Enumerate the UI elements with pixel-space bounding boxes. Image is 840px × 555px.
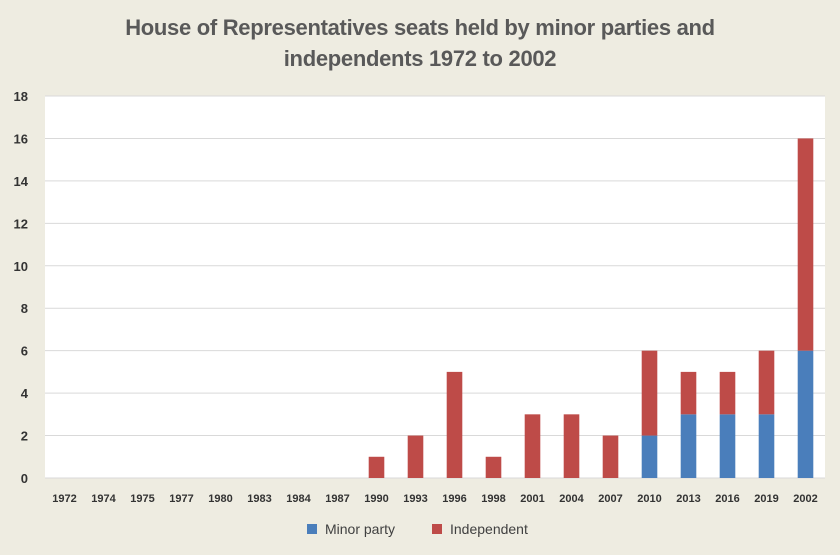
- x-tick-label: 1993: [403, 493, 427, 505]
- bar-independent-1990: [368, 456, 385, 478]
- y-axis-ticks: 0 2 4 6 8 10 12 14 16 18: [14, 89, 29, 486]
- bar-minor-party-2013: [680, 414, 697, 478]
- x-tick-label: 1974: [91, 493, 116, 505]
- x-axis-ticks: 1972 1974 1975 1977 1980 1983 1984 1987 1990 1993…: [52, 493, 817, 505]
- x-tick-label: 1984: [286, 493, 311, 505]
- y-tick-label: 14: [14, 174, 29, 189]
- y-tick-label: 10: [14, 259, 28, 274]
- x-tick-label: 2016: [715, 493, 739, 505]
- bar-independent-2004: [563, 414, 580, 478]
- x-tick-label: 1972: [52, 493, 76, 505]
- x-tick-label: 2002: [793, 493, 817, 505]
- x-tick-label: 2007: [598, 493, 622, 505]
- bar-independent-2013: [680, 371, 697, 415]
- chart-title: House of Representatives seats held by m…: [0, 12, 840, 74]
- bar-minor-party-2019: [758, 414, 775, 478]
- bar-independent-2007: [602, 435, 619, 478]
- x-tick-label: 1977: [169, 493, 193, 505]
- bar-independent-1996: [446, 371, 463, 478]
- bars: [368, 138, 814, 478]
- bar-independent-1993: [407, 435, 424, 478]
- legend-swatch-independent: [432, 524, 442, 534]
- x-tick-label: 2013: [676, 493, 700, 505]
- y-tick-label: 4: [21, 386, 29, 401]
- gridlines: [45, 95, 825, 479]
- y-tick-label: 0: [21, 471, 28, 486]
- x-tick-label: 1998: [481, 493, 505, 505]
- legend: Minor party Independent: [307, 521, 528, 537]
- y-tick-label: 2: [21, 429, 28, 444]
- x-tick-label: 1990: [364, 493, 388, 505]
- chart-title-line-1: House of Representatives seats held by m…: [125, 15, 715, 40]
- bar-independent-2002: [797, 138, 814, 351]
- bar-independent-2019: [758, 350, 775, 415]
- bar-minor-party-2010: [641, 435, 658, 478]
- x-tick-label: 2004: [559, 493, 584, 505]
- y-tick-label: 6: [21, 344, 28, 359]
- bar-independent-2001: [524, 414, 541, 478]
- x-tick-label: 1980: [208, 493, 232, 505]
- chart-title-line-2: independents 1972 to 2002: [283, 46, 557, 71]
- x-tick-label: 1987: [325, 493, 349, 505]
- y-tick-label: 18: [14, 89, 28, 104]
- y-tick-label: 12: [14, 216, 28, 231]
- bar-independent-2016: [719, 371, 736, 415]
- bar-independent-1998: [485, 456, 502, 478]
- bar-minor-party-2016: [719, 414, 736, 478]
- x-tick-label: 1983: [247, 493, 271, 505]
- x-tick-label: 2001: [520, 493, 544, 505]
- x-tick-label: 2019: [754, 493, 778, 505]
- plot-area: [45, 96, 825, 478]
- bar-independent-2010: [641, 350, 658, 436]
- bar-minor-party-2002: [797, 350, 814, 478]
- y-tick-label: 8: [21, 301, 28, 316]
- x-tick-label: 1975: [130, 493, 154, 505]
- x-tick-label: 2010: [637, 493, 661, 505]
- x-tick-label: 1996: [442, 493, 466, 505]
- y-tick-label: 16: [14, 131, 28, 146]
- legend-swatch-minor-party: [307, 524, 317, 534]
- legend-label-minor-party: Minor party: [325, 521, 395, 537]
- legend-label-independent: Independent: [450, 521, 528, 537]
